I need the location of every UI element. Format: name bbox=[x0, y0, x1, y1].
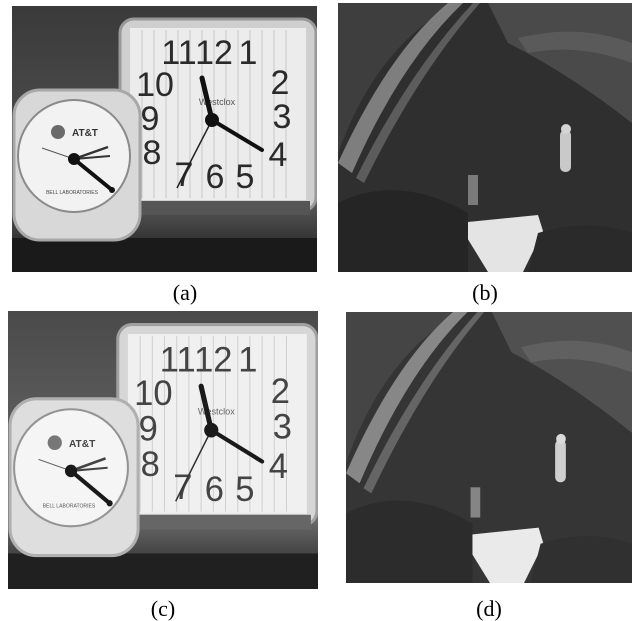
small-clock-brand: AT&T bbox=[72, 128, 98, 139]
big-clock-numeral-8: 8 bbox=[143, 134, 162, 172]
panel-b-image bbox=[338, 3, 632, 272]
clocks-photo: 11 12 1 10 2 9 3 8 4 7 6 5 Westclox bbox=[12, 6, 317, 272]
clocks-photo: 11 12 1 10 2 9 3 8 4 7 6 5 Westclox bbox=[8, 311, 318, 589]
big-clock-numeral-2: 2 bbox=[271, 372, 290, 412]
small-clock-brand: AT&T bbox=[69, 439, 96, 450]
caption-d: (d) bbox=[476, 596, 502, 621]
big-clock-numeral-12: 12 bbox=[195, 34, 233, 72]
big-clock-numeral-3: 3 bbox=[273, 407, 292, 447]
caption-b: (b) bbox=[472, 280, 498, 305]
caption-a: (a) bbox=[172, 280, 198, 305]
small-clock-sub: BELL LABORATORIES bbox=[46, 190, 99, 196]
big-clock-numeral-1: 1 bbox=[239, 34, 258, 72]
big-clock-numeral-5: 5 bbox=[235, 470, 254, 510]
caption-c: (c) bbox=[150, 596, 176, 621]
big-clock-brand: Westclox bbox=[199, 97, 236, 107]
big-clock-numeral-10: 10 bbox=[136, 66, 174, 104]
big-clock-numeral-10: 10 bbox=[134, 374, 172, 414]
small-clock: AT&T BELL LABORATORIES bbox=[12, 88, 142, 242]
big-clock: 11 12 1 10 2 9 3 8 4 7 6 5 Westclox bbox=[118, 17, 317, 215]
big-clock-numeral-11: 11 bbox=[161, 34, 196, 72]
small-clock-sub: BELL LABORATORIES bbox=[43, 503, 96, 509]
panel-a-image: 11 12 1 10 2 9 3 8 4 7 6 5 Westclox bbox=[12, 6, 317, 272]
big-clock-numeral-9: 9 bbox=[139, 409, 158, 449]
big-clock-numeral-4: 4 bbox=[269, 136, 288, 174]
big-clock: 11 12 1 10 2 9 3 8 4 7 6 5 Westclox bbox=[116, 323, 318, 530]
big-clock-numeral-11: 11 bbox=[160, 340, 196, 380]
big-clock-numeral-6: 6 bbox=[205, 470, 224, 510]
garden-photo bbox=[338, 3, 632, 272]
big-clock-numeral-2: 2 bbox=[271, 64, 290, 102]
big-clock-numeral-4: 4 bbox=[269, 447, 288, 487]
big-clock-numeral-1: 1 bbox=[238, 340, 257, 380]
garden-photo bbox=[346, 312, 632, 583]
small-clock: AT&T BELL LABORATORIES bbox=[8, 397, 140, 558]
big-clock-numeral-5: 5 bbox=[236, 158, 255, 196]
big-clock-numeral-6: 6 bbox=[206, 158, 225, 196]
panel-d-image bbox=[346, 312, 632, 583]
big-clock-brand: Westclox bbox=[198, 406, 235, 416]
big-clock-numeral-12: 12 bbox=[194, 340, 232, 380]
big-clock-numeral-8: 8 bbox=[141, 445, 160, 485]
big-clock-numeral-9: 9 bbox=[141, 100, 160, 138]
big-clock-numeral-3: 3 bbox=[273, 98, 292, 136]
panel-c-image: 11 12 1 10 2 9 3 8 4 7 6 5 Westclox bbox=[8, 311, 318, 589]
